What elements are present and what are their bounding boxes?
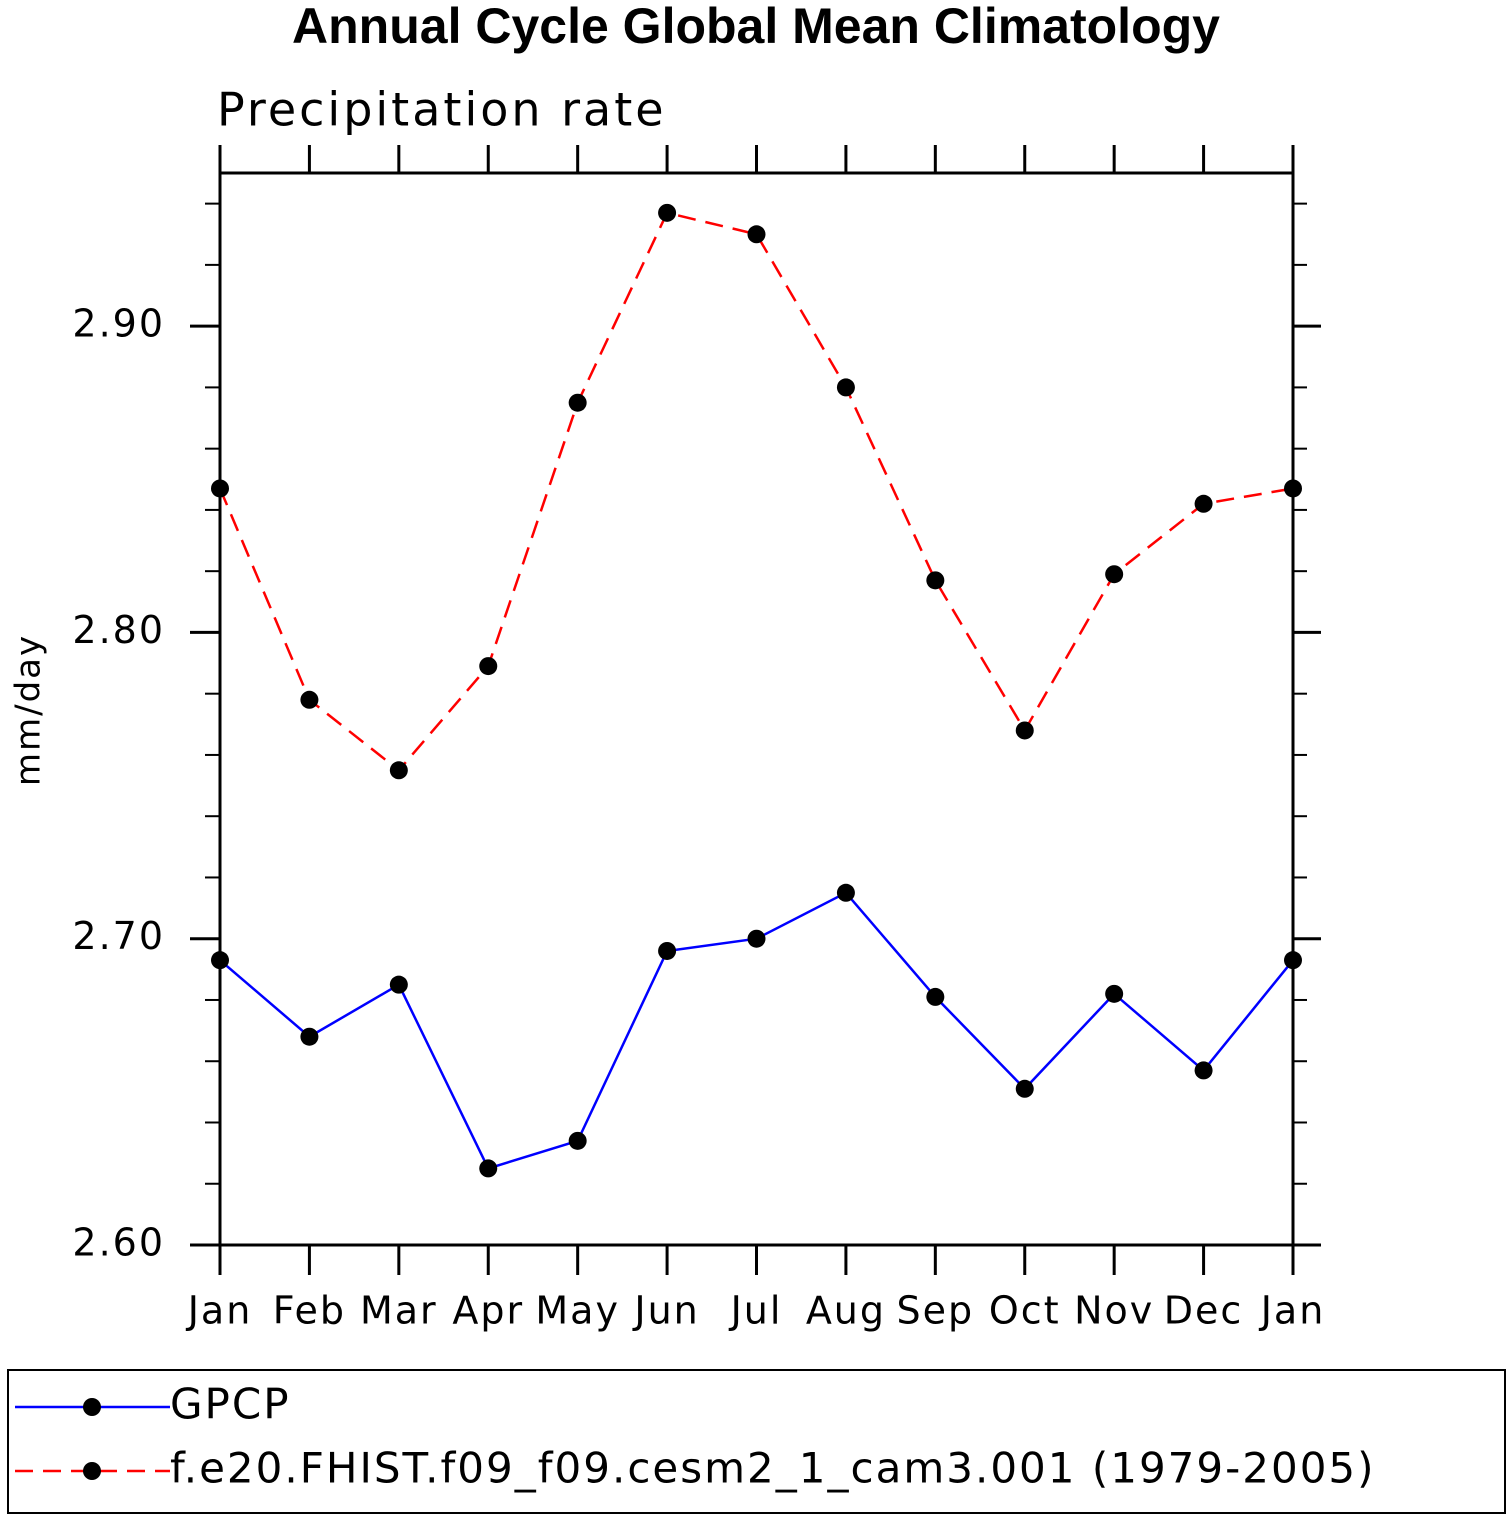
data-point <box>658 203 677 222</box>
data-point <box>1194 1061 1213 1080</box>
x-tick-label: Mar <box>360 1289 438 1333</box>
legend-marker <box>83 1398 101 1416</box>
chart-title: Annual Cycle Global Mean Climatology <box>292 0 1220 54</box>
x-tick-label: Dec <box>1164 1289 1244 1333</box>
data-point <box>389 761 408 780</box>
data-point <box>479 1159 498 1178</box>
data-point <box>568 1131 587 1150</box>
y-tick-label: 2.60 <box>72 1221 165 1265</box>
chart-subtitle: Precipitation rate <box>217 83 667 137</box>
data-point <box>1194 494 1213 513</box>
data-point <box>1284 479 1302 498</box>
data-point <box>479 657 498 676</box>
data-point <box>389 975 408 994</box>
y-tick-label: 2.80 <box>72 608 165 652</box>
x-tick-label: May <box>535 1289 620 1333</box>
x-tick-label: Nov <box>1074 1289 1154 1333</box>
data-point <box>836 883 855 902</box>
data-point <box>836 378 855 397</box>
x-tick-label: Jan <box>186 1289 253 1333</box>
x-tick-label: Sep <box>897 1289 975 1333</box>
data-point <box>1284 951 1302 970</box>
data-point <box>1105 984 1124 1003</box>
data-point <box>658 941 677 960</box>
x-tick-label: Jan <box>1259 1289 1326 1333</box>
x-tick-label: Feb <box>273 1289 346 1333</box>
data-point <box>1015 721 1034 740</box>
legend-label: f.e20.FHIST.f09_f09.cesm2_1_cam3.001 (19… <box>170 1444 1376 1493</box>
plot-frame <box>218 171 1295 1247</box>
data-point <box>747 929 766 948</box>
x-tick-label: Aug <box>806 1289 886 1333</box>
data-point <box>926 571 945 590</box>
y-tick-label: 2.90 <box>72 302 165 346</box>
data-point <box>568 393 587 412</box>
legend-box <box>7 1369 1506 1514</box>
x-tick-label: Apr <box>452 1289 524 1333</box>
data-point <box>211 479 229 498</box>
data-point <box>300 690 319 709</box>
data-point <box>300 1027 319 1046</box>
y-axis-label: mm/day <box>9 634 49 786</box>
data-point <box>1015 1079 1034 1098</box>
series-line <box>218 211 1294 772</box>
data-point <box>926 987 945 1006</box>
x-tick-label: Jul <box>729 1289 783 1333</box>
data-point <box>747 225 766 244</box>
data-point <box>211 951 229 970</box>
legend-marker <box>83 1462 101 1480</box>
x-tick-label: Oct <box>989 1289 1061 1333</box>
legend-label: GPCP <box>170 1380 291 1429</box>
data-point <box>1105 565 1124 584</box>
x-tick-label: Jun <box>632 1289 699 1333</box>
y-tick-label: 2.70 <box>72 914 165 958</box>
